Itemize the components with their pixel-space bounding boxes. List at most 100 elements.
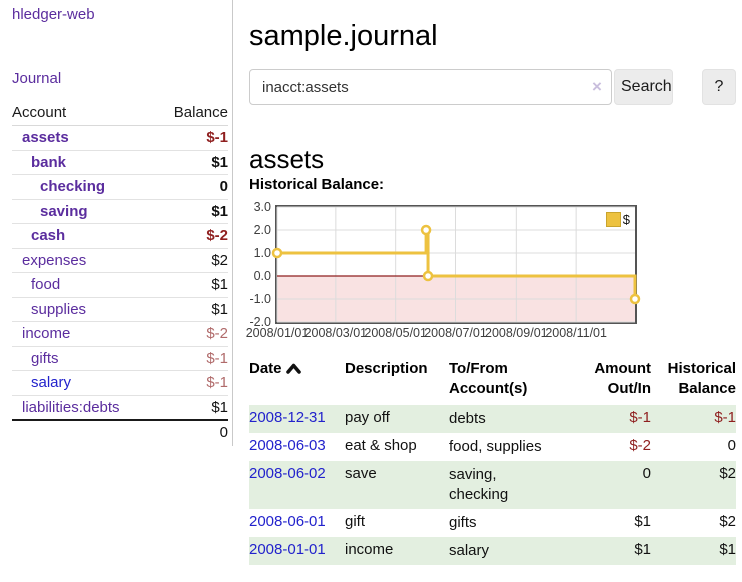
sidebar-account-link[interactable]: salary — [31, 374, 72, 391]
search-input[interactable] — [249, 69, 612, 105]
x-axis-tick-label: 2008/01/01 — [245, 326, 309, 340]
register-cell-description: gift — [345, 513, 366, 530]
sidebar-account-row: expenses $2 — [12, 249, 228, 273]
sidebar-account-row: bank $1 — [12, 151, 228, 175]
register-cell-description: save — [345, 465, 377, 482]
register-cell-date: 2008-06-02 — [249, 461, 345, 509]
register-cell-accounts: gifts — [449, 514, 477, 531]
app-brand-link[interactable]: hledger-web — [12, 6, 95, 23]
x-axis-tick-label: 2008/09/01 — [485, 326, 548, 340]
help-button[interactable]: ? — [702, 69, 736, 105]
register-cell-balance: $2 — [651, 461, 736, 509]
amount-value: $1 — [634, 513, 651, 530]
register-cell-accounts: food, supplies — [449, 438, 542, 455]
y-axis-tick-label: 3.0 — [253, 200, 271, 214]
chart-plot-area: $ — [271, 205, 641, 324]
sidebar-account-row: salary $-1 — [12, 371, 228, 396]
register-cell-description: eat & shop — [345, 437, 417, 454]
sidebar-account-balance: $1 — [211, 153, 228, 171]
y-axis-tick-label: 0.0 — [253, 269, 271, 283]
register-cell-date: 2008-01-01 — [249, 537, 345, 565]
legend-series-label: $ — [622, 212, 630, 227]
x-axis-tick-label: 2008/07/01 — [424, 326, 487, 340]
x-axis-tick-label: 2008/11/01 — [545, 326, 607, 340]
sidebar: hledger-web Journal Account Balance asse… — [0, 0, 233, 446]
balance-value: $2 — [719, 513, 736, 530]
chart-legend: $ — [603, 211, 632, 228]
sidebar-account-link[interactable]: saving — [40, 202, 88, 220]
amount-value: $1 — [634, 541, 651, 558]
sidebar-account-link[interactable]: liabilities:debts — [22, 398, 120, 416]
register-row: 2008-06-03 eat & shop food, supplies $-2 0 — [249, 433, 736, 461]
transaction-date-link[interactable]: 2008-06-02 — [249, 465, 326, 482]
register-cell-description: income — [345, 541, 394, 558]
data-point-marker[interactable] — [422, 270, 434, 282]
register-column-date[interactable]: Date — [249, 359, 345, 405]
register-column-description: Description — [345, 360, 428, 377]
register-cell-accounts: debts — [449, 410, 486, 427]
sidebar-account-row: liabilities:debts $1 — [12, 396, 228, 421]
register-header-row: Date Description To/From Account(s) Amou… — [249, 359, 736, 405]
balance-value: 0 — [727, 437, 736, 454]
sidebar-account-balance: 0 — [219, 178, 228, 195]
register-cell-date: 2008-12-31 — [249, 405, 345, 433]
sidebar-account-balance: $-1 — [206, 374, 228, 391]
transaction-date-link[interactable]: 2008-06-03 — [249, 437, 326, 454]
register-column-accounts: To/From Account(s) — [449, 360, 528, 397]
y-axis-tick-label: 1.0 — [253, 246, 271, 260]
sidebar-account-link[interactable]: supplies — [31, 300, 87, 318]
sidebar-account-balance: $1 — [211, 300, 228, 318]
clear-search-icon[interactable]: × — [592, 77, 602, 96]
register-cell-amount: $1 — [571, 537, 651, 565]
historical-balance-chart: 3.0 2.0 1.0 0.0 -1.0 -2.0 $ 2008/01/01 2008/03… — [245, 200, 736, 345]
accounts-total-value: 0 — [219, 424, 228, 441]
legend-swatch-icon — [605, 212, 621, 227]
register-cell-balance: $2 — [651, 509, 736, 537]
accounts-table-header: Account Balance — [12, 101, 228, 126]
search-button[interactable]: Search — [614, 69, 673, 105]
register-cell-amount: $1 — [571, 509, 651, 537]
data-point-marker[interactable] — [420, 224, 432, 236]
register-column-balance: Historical Balance — [667, 360, 736, 397]
sidebar-account-row: food $1 — [12, 273, 228, 298]
transaction-date-link[interactable]: 2008-06-01 — [249, 513, 326, 530]
sidebar-account-link[interactable]: cash — [31, 227, 66, 244]
data-point-marker[interactable] — [629, 293, 641, 305]
chart-title-label: Historical Balance: — [249, 176, 385, 193]
register-cell-amount: $-1 — [571, 405, 651, 433]
register-row: 2008-01-01 income salary $1 $1 — [249, 537, 736, 565]
sidebar-account-row: cash $-2 — [12, 224, 228, 249]
register-cell-date: 2008-06-01 — [249, 509, 345, 537]
sidebar-account-link[interactable]: bank — [31, 153, 67, 171]
transaction-date-link[interactable]: 2008-12-31 — [249, 409, 326, 426]
accounts-column-balance: Balance — [173, 104, 228, 121]
sidebar-account-link[interactable]: checking — [40, 178, 106, 195]
sidebar-account-link[interactable]: assets — [22, 129, 69, 146]
sidebar-item-journal[interactable]: Journal — [12, 70, 62, 87]
transaction-date-link[interactable]: 2008-01-01 — [249, 541, 326, 558]
sidebar-account-link[interactable]: income — [22, 325, 71, 342]
register-cell-date: 2008-06-03 — [249, 433, 345, 461]
register-cell-accounts: saving, checking — [449, 466, 509, 503]
x-axis-tick-label: 2008/03/01 — [304, 326, 368, 340]
sort-ascending-icon — [285, 363, 301, 374]
register-cell-amount: 0 — [571, 461, 651, 509]
register-table: Date Description To/From Account(s) Amou… — [249, 359, 736, 565]
balance-value: $-1 — [714, 409, 736, 426]
chart-canvas — [271, 206, 641, 323]
sidebar-account-link[interactable]: gifts — [31, 349, 59, 367]
register-cell-balance: $-1 — [651, 405, 736, 433]
sidebar-account-row: saving $1 — [12, 200, 228, 224]
accounts-table: Account Balance assets $-1 bank $1 checking 0… — [12, 101, 228, 445]
register-row: 2008-06-01 gift gifts $1 $2 — [249, 509, 736, 537]
sidebar-account-link[interactable]: food — [31, 276, 61, 293]
register-column-amount: Amount Out/In — [594, 360, 651, 397]
data-point-marker[interactable] — [271, 247, 283, 259]
register-row: 2008-06-02 save saving, checking 0 $2 — [249, 461, 736, 509]
amount-value: $-2 — [629, 437, 651, 454]
sidebar-account-balance: $-1 — [206, 349, 228, 367]
sidebar-account-balance: $-2 — [206, 227, 228, 244]
page-title: sample.journal — [249, 20, 438, 53]
y-axis-tick-label: -2.0 — [249, 315, 271, 329]
sidebar-account-link[interactable]: expenses — [22, 251, 87, 269]
